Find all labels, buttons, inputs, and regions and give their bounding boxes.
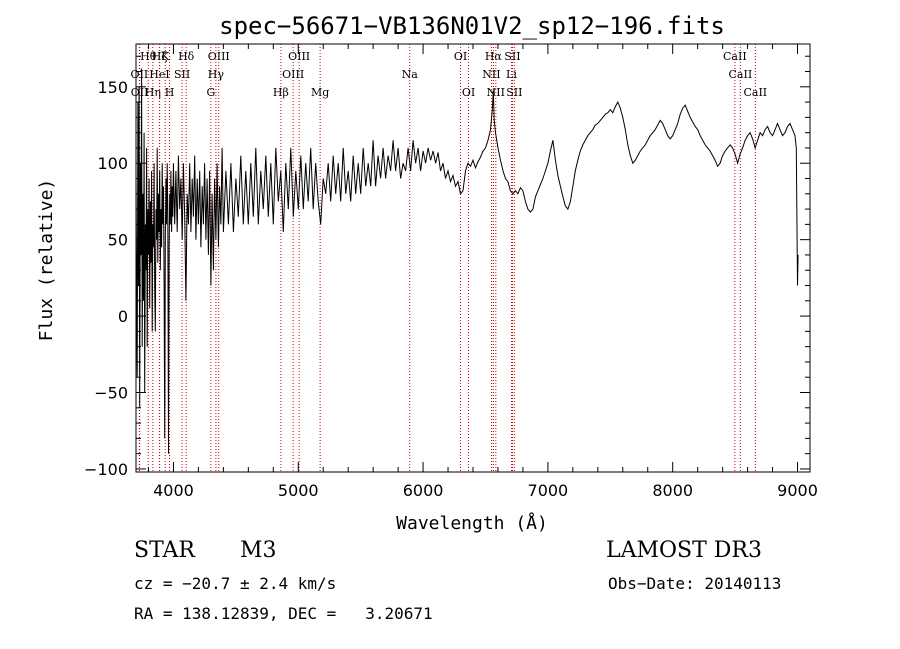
y-tick-label: 50 bbox=[108, 231, 128, 250]
line-label-26: CaII bbox=[723, 50, 747, 63]
line-label-20: NII bbox=[482, 68, 500, 81]
spectral-line-markers bbox=[138, 44, 756, 472]
x-tick-label: 6000 bbox=[403, 481, 444, 500]
y-tick-label: 100 bbox=[97, 154, 128, 173]
x-tick-label: 5000 bbox=[278, 481, 319, 500]
y-axis-ticks: −100 −50 0 50 100 150 bbox=[84, 55, 810, 479]
x-axis-label: Wavelength (Å) bbox=[396, 512, 548, 534]
line-label-24: Li bbox=[506, 68, 517, 81]
y-tick-label: −100 bbox=[84, 460, 128, 479]
plot-area: HθOIIOIIHηHζHeIKHSIIHδGOIIIHγHβOIIIOIIIM… bbox=[84, 43, 818, 500]
y-tick-label: 150 bbox=[97, 78, 128, 97]
flux-series-line bbox=[135, 68, 799, 454]
line-label-4: Hζ bbox=[152, 50, 168, 63]
line-label-1: OII bbox=[131, 68, 149, 81]
line-label-17: Na bbox=[402, 68, 419, 81]
x-axis-ticks: 4000 5000 6000 7000 8000 9000 bbox=[147, 44, 818, 500]
line-label-5: HeI bbox=[149, 68, 169, 81]
line-label-10: G bbox=[206, 86, 215, 99]
line-label-21: Hα bbox=[485, 50, 503, 63]
line-label-22: NII bbox=[487, 86, 505, 99]
x-tick-label: 4000 bbox=[153, 481, 194, 500]
line-label-6: K bbox=[161, 50, 170, 63]
observation-date: Obs−Date: 20140113 bbox=[608, 574, 782, 593]
y-tick-label: −50 bbox=[94, 384, 128, 403]
line-label-18: OI bbox=[454, 50, 467, 63]
line-label-9: Hδ bbox=[178, 50, 195, 63]
line-label-25: SII bbox=[506, 86, 522, 99]
line-label-14: OIII bbox=[282, 68, 304, 81]
object-class: STAR bbox=[134, 538, 195, 563]
chart-title: spec−56671−VB136N01V2_sp12−196.fits bbox=[219, 12, 725, 40]
line-label-8: SII bbox=[174, 68, 190, 81]
spectral-line-labels: HθOIIOIIHηHζHeIKHSIIHδGOIIIHγHβOIIIOIIIM… bbox=[131, 50, 768, 99]
line-label-23: SII bbox=[504, 50, 520, 63]
line-label-2: OII bbox=[131, 86, 149, 99]
y-axis-label: Flux (relative) bbox=[36, 179, 57, 342]
line-label-11: OIII bbox=[208, 50, 230, 63]
line-label-27: CaII bbox=[729, 68, 753, 81]
line-label-7: H bbox=[165, 86, 175, 99]
y-tick-label: 0 bbox=[118, 307, 128, 326]
object-subclass: M3 bbox=[240, 538, 277, 563]
redshift-velocity: cz = −20.7 ± 2.4 km/s bbox=[134, 574, 337, 593]
x-tick-label: 8000 bbox=[652, 481, 693, 500]
line-label-12: Hγ bbox=[208, 68, 225, 81]
line-label-3: Hη bbox=[145, 86, 161, 99]
x-tick-label: 9000 bbox=[777, 481, 818, 500]
line-label-13: Hβ bbox=[273, 86, 289, 99]
line-label-16: Mg bbox=[311, 86, 329, 99]
line-label-0: Hθ bbox=[140, 50, 157, 63]
plot-frame bbox=[135, 43, 811, 473]
line-label-19: OI bbox=[462, 86, 475, 99]
line-label-15: OIII bbox=[288, 50, 310, 63]
coordinates: RA = 138.12839, DEC = 3.20671 bbox=[134, 604, 433, 623]
x-tick-label: 7000 bbox=[528, 481, 569, 500]
survey-name: LAMOST DR3 bbox=[606, 538, 762, 563]
line-label-28: CaII bbox=[743, 86, 767, 99]
